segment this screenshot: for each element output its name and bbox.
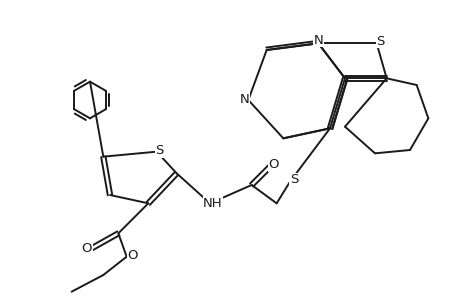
- Text: O: O: [268, 158, 279, 171]
- Text: O: O: [127, 249, 138, 262]
- Text: S: S: [375, 35, 384, 48]
- Text: S: S: [289, 173, 297, 186]
- Text: N: N: [239, 92, 249, 106]
- Text: N: N: [313, 34, 323, 47]
- Text: S: S: [155, 144, 163, 157]
- Text: NH: NH: [203, 197, 222, 210]
- Text: O: O: [81, 242, 92, 255]
